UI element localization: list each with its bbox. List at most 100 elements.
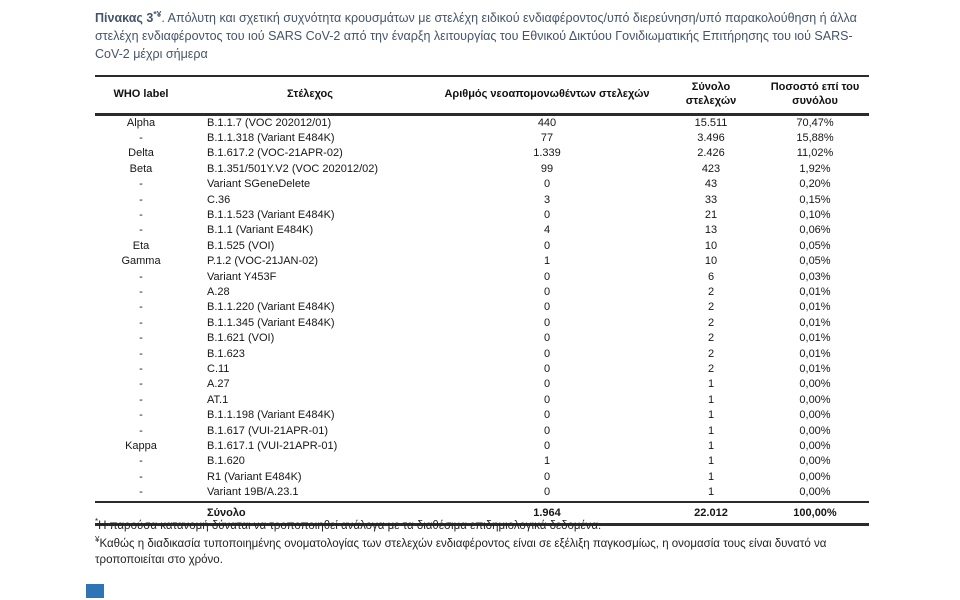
- cell-strain: B.1.1 (Variant E484K): [207, 224, 314, 237]
- cell-percent: 0,03%: [799, 270, 831, 283]
- cell-who-label: Kappa: [125, 440, 157, 453]
- cell-total-strains: 1: [707, 486, 715, 499]
- cell-strain: Variant SGeneDelete: [207, 178, 311, 191]
- caption-footnote-marks: *¥: [153, 9, 162, 19]
- cell-new-isolates: 3: [543, 193, 551, 206]
- cell-strain: B.1.1.318 (Variant E484K): [207, 131, 335, 144]
- table-caption-text: . Απόλυτη και σχετική συχνότητα κρουσμάτ…: [95, 11, 857, 62]
- table-row: - Variant SGeneDelete 0 43 0,20%: [95, 177, 869, 192]
- cell-total-strains: 1: [707, 440, 715, 453]
- cell-percent: 0,20%: [799, 178, 831, 191]
- footnotes: *Η παρούσα κατανομή δύναται να τροποποιη…: [95, 516, 879, 569]
- cell-percent: 15,88%: [796, 131, 834, 144]
- cell-who-label: Beta: [129, 162, 153, 175]
- cell-total-strains: 1: [707, 378, 715, 391]
- cell-strain: Variant Y453F: [207, 270, 277, 283]
- cell-new-isolates: 1: [543, 255, 551, 268]
- cell-total-strains: 423: [701, 162, 721, 175]
- cell-strain: B.1.1.220 (Variant E484K): [207, 301, 335, 314]
- cell-percent: 1,92%: [799, 162, 831, 175]
- col-header-strain: Στέλεχος: [187, 76, 433, 116]
- footnote-nomenclature-text: Καθώς η διαδικασία τυποποιημένης ονοματο…: [95, 537, 827, 567]
- cell-strain: A.27: [207, 378, 230, 391]
- cell-new-isolates: 440: [537, 116, 557, 129]
- cell-total-strains: 15.511: [694, 116, 728, 129]
- cell-who-label: -: [139, 393, 143, 406]
- cell-who-label: Eta: [132, 239, 150, 252]
- cell-percent: 0,00%: [799, 455, 831, 468]
- cell-new-isolates: 0: [543, 470, 551, 483]
- cell-total-strains: 2: [707, 285, 715, 298]
- footnote-distribution-text: Η παρούσα κατανομή δύναται να τροποποιηθ…: [98, 519, 602, 532]
- cell-new-isolates: 0: [543, 239, 551, 252]
- cell-new-isolates: 0: [543, 409, 551, 422]
- table-row: Eta B.1.525 (VOI) 0 10 0,05%: [95, 239, 869, 254]
- cell-total-strains: 1: [707, 409, 715, 422]
- cell-who-label: -: [139, 224, 143, 237]
- cell-total-strains: 1: [707, 424, 715, 437]
- table-row: - B.1.1.220 (Variant E484K) 0 2 0,01%: [95, 300, 869, 315]
- table-row: - B.1.1 (Variant E484K) 4 13 0,06%: [95, 223, 869, 238]
- cell-percent: 70,47%: [796, 116, 834, 129]
- cell-strain: Variant 19B/A.23.1: [207, 486, 299, 499]
- table-caption-number: Πίνακας 3: [95, 11, 154, 26]
- table-row: Gamma P.1.2 (VOC-21JAN-02) 1 10 0,05%: [95, 254, 869, 269]
- variants-table: WHO label Στέλεχος Αριθμός νεοαπομονωθέν…: [95, 75, 869, 526]
- cell-who-label: Alpha: [126, 116, 156, 129]
- cell-percent: 0,01%: [799, 332, 831, 345]
- table-row: - B.1.1.198 (Variant E484K) 0 1 0,00%: [95, 408, 869, 423]
- cell-who-label: -: [139, 409, 143, 422]
- cell-percent: 0,10%: [799, 208, 831, 221]
- cell-strain: C.11: [207, 363, 230, 375]
- cell-total-strains: 13: [704, 224, 718, 237]
- cell-strain: B.1.1.345 (Variant E484K): [207, 316, 335, 329]
- table-body: Alpha B.1.1.7 (VOC 202012/01) 440 15.511 70,…: [95, 114, 869, 502]
- cell-percent: 0,01%: [799, 316, 831, 329]
- cell-total-strains: 2: [707, 347, 715, 360]
- cell-who-label: -: [139, 285, 143, 298]
- col-header-who-label: WHO label: [95, 76, 187, 116]
- cell-total-strains: 1: [707, 455, 715, 468]
- cell-strain: B.1.617.2 (VOC-21APR-02): [207, 147, 343, 160]
- cell-new-isolates: 0: [543, 270, 551, 283]
- cell-strain: B.1.525 (VOI): [207, 239, 275, 252]
- cell-total-strains: 3.496: [697, 131, 725, 144]
- table-header: WHO label Στέλεχος Αριθμός νεοαπομονωθέν…: [95, 76, 869, 116]
- cell-total-strains: 2: [707, 332, 715, 345]
- total-label: Σύνολο: [187, 500, 433, 525]
- col-header-percent-of-total: Ποσοστό επί του συνόλου: [761, 76, 869, 116]
- cell-who-label: -: [139, 332, 143, 345]
- cell-percent: 0,01%: [799, 347, 831, 360]
- cell-new-isolates: 0: [543, 208, 551, 221]
- cell-who-label: -: [139, 424, 143, 437]
- cell-percent: 0,00%: [799, 393, 831, 406]
- table-row: - B.1.620 1 1 0,00%: [95, 454, 869, 469]
- table-row: Kappa B.1.617.1 (VUI-21APR-01) 0 1 0,00%: [95, 439, 869, 454]
- cell-total-strains: 21: [704, 208, 718, 221]
- table-row: - C.11 0 2 0,01%: [95, 362, 869, 377]
- table-row: - AT.1 0 1 0,00%: [95, 393, 869, 408]
- cell-new-isolates: 0: [543, 285, 551, 298]
- cell-total-strains: 2: [707, 316, 715, 329]
- blue-square-marker: [86, 584, 104, 598]
- cell-total-strains: 1: [707, 393, 715, 406]
- total-strains: 22.012: [661, 500, 761, 525]
- table-row: - A.27 0 1 0,00%: [95, 377, 869, 392]
- total-cell-who: [95, 500, 187, 525]
- cell-total-strains: 2: [707, 363, 715, 375]
- cell-new-isolates: 0: [543, 332, 551, 345]
- cell-new-isolates: 0: [543, 486, 551, 499]
- col-header-total-strains: Σύνολο στελεχών: [661, 76, 761, 116]
- cell-percent: 0,00%: [799, 440, 831, 453]
- cell-new-isolates: 0: [543, 363, 551, 375]
- table-footer: Σύνολο 1.964 22.012 100,00%: [95, 500, 869, 525]
- cell-who-label: -: [139, 486, 143, 499]
- cell-percent: 0,15%: [799, 193, 831, 206]
- cell-new-isolates: 0: [543, 178, 551, 191]
- cell-total-strains: 43: [704, 178, 718, 191]
- cell-strain: B.1.351/501Y.V2 (VOC 202012/02): [207, 162, 379, 175]
- cell-strain: R1 (Variant E484K): [207, 470, 302, 483]
- cell-percent: 0,05%: [799, 239, 831, 252]
- table-row: - B.1.617 (VUI-21APR-01) 0 1 0,00%: [95, 424, 869, 439]
- cell-strain: P.1.2 (VOC-21JAN-02): [207, 255, 319, 268]
